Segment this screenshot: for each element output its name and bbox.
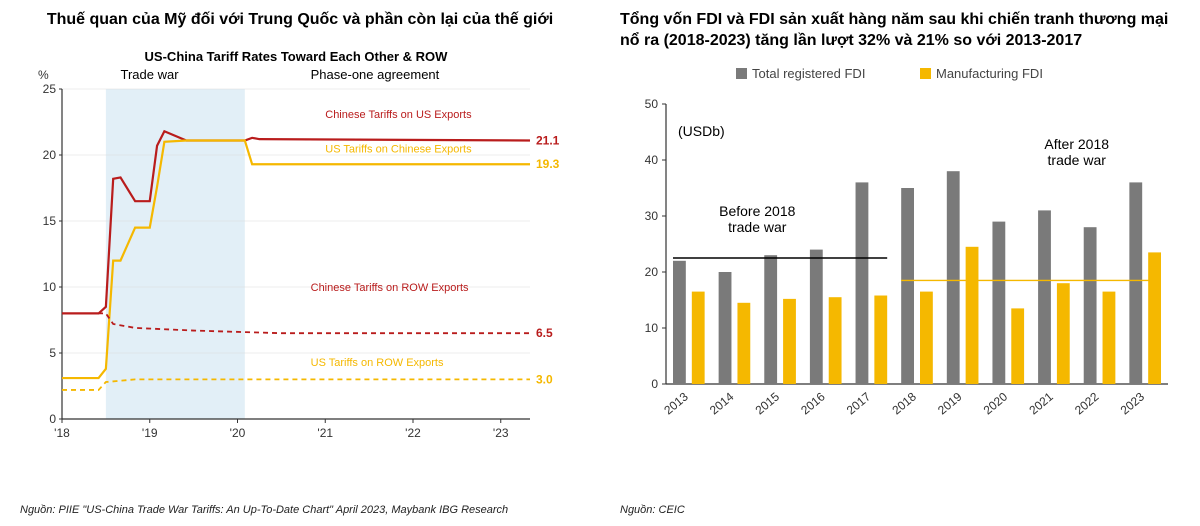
svg-text:5: 5: [49, 346, 56, 360]
right-chart: 0 10 20 30 40 50 2013 2014 2015 2016 2017 2018 2019 2…: [620, 60, 1180, 500]
svg-text:US Tariffs on Chinese Exports: US Tariffs on Chinese Exports: [325, 143, 472, 155]
svg-text:2018: 2018: [889, 389, 919, 417]
svg-text:%: %: [38, 68, 49, 82]
svg-text:2023: 2023: [1118, 389, 1148, 417]
svg-text:'23: '23: [493, 426, 509, 440]
svg-text:Chinese Tariffs on US Exports: Chinese Tariffs on US Exports: [325, 109, 472, 121]
svg-text:Trade war: Trade war: [121, 67, 180, 82]
svg-text:Chinese Tariffs on ROW Exports: Chinese Tariffs on ROW Exports: [311, 282, 469, 294]
svg-text:Manufacturing FDI: Manufacturing FDI: [936, 66, 1043, 81]
right-source: Nguồn: CEIC: [620, 504, 1180, 516]
svg-text:21.1: 21.1: [536, 133, 560, 147]
svg-text:trade war: trade war: [1048, 151, 1107, 167]
left-panel: Thuế quan của Mỹ đối với Trung Quốc và p…: [20, 10, 600, 516]
right-title: Tổng vốn FDI và FDI sản xuất hàng năm sa…: [620, 10, 1180, 52]
svg-text:Total registered FDI: Total registered FDI: [752, 66, 865, 81]
left-source: Nguồn: PIIE "US-China Trade War Tariffs:…: [20, 504, 580, 516]
svg-text:20: 20: [645, 265, 659, 279]
svg-text:'18: '18: [54, 426, 70, 440]
svg-text:15: 15: [43, 214, 57, 228]
svg-text:0: 0: [49, 412, 56, 426]
right-panel: Tổng vốn FDI và FDI sản xuất hàng năm sa…: [600, 10, 1180, 516]
svg-text:After 2018: After 2018: [1044, 135, 1109, 151]
svg-text:2016: 2016: [798, 389, 828, 417]
svg-text:2019: 2019: [935, 389, 965, 417]
svg-text:0: 0: [651, 377, 658, 391]
svg-text:'22: '22: [405, 426, 421, 440]
svg-text:'19: '19: [142, 426, 158, 440]
svg-text:US-China Tariff Rates Toward E: US-China Tariff Rates Toward Each Other …: [145, 49, 449, 64]
svg-text:25: 25: [43, 82, 57, 96]
svg-text:19.3: 19.3: [536, 157, 560, 171]
svg-text:40: 40: [645, 153, 659, 167]
svg-text:2022: 2022: [1072, 389, 1102, 417]
svg-text:10: 10: [43, 280, 57, 294]
svg-text:50: 50: [645, 97, 659, 111]
svg-text:US Tariffs on ROW Exports: US Tariffs on ROW Exports: [311, 357, 444, 369]
svg-text:Phase-one agreement: Phase-one agreement: [311, 67, 440, 82]
svg-text:3.0: 3.0: [536, 372, 553, 386]
svg-text:(USDb): (USDb): [678, 123, 725, 139]
svg-text:trade war: trade war: [728, 219, 787, 235]
svg-text:2015: 2015: [753, 389, 783, 417]
svg-text:10: 10: [645, 321, 659, 335]
svg-text:2020: 2020: [981, 389, 1011, 417]
svg-text:2017: 2017: [844, 389, 874, 417]
svg-text:'20: '20: [230, 426, 246, 440]
svg-text:'21: '21: [317, 426, 333, 440]
svg-text:2021: 2021: [1026, 389, 1056, 417]
svg-text:6.5: 6.5: [536, 326, 553, 340]
svg-text:2014: 2014: [707, 389, 737, 417]
svg-text:20: 20: [43, 148, 57, 162]
left-title: Thuế quan của Mỹ đối với Trung Quốc và p…: [20, 10, 580, 31]
svg-text:30: 30: [645, 209, 659, 223]
left-chart: 0 5 10 15 20 25 '18 '19 '20 '21 '22 '23 US-China Tar…: [20, 39, 580, 500]
svg-text:2013: 2013: [661, 389, 691, 417]
svg-text:Before 2018: Before 2018: [719, 203, 795, 219]
